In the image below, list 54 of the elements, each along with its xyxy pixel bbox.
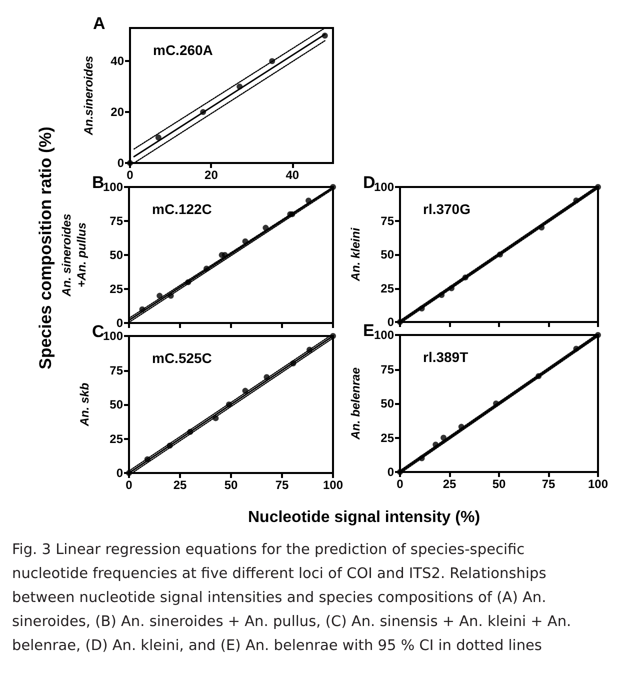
x-tick-label: 50	[224, 478, 238, 492]
text: rl.370G	[423, 201, 471, 217]
chart-title: A	[93, 14, 106, 33]
y-tick-label: 100	[374, 180, 394, 194]
y-tick-label: 25	[380, 430, 394, 445]
y-axis-title: An.sineroides	[82, 56, 96, 136]
chart-title: D	[363, 173, 376, 192]
x-tick-label: 20	[204, 168, 218, 182]
text: mC.122C	[152, 201, 212, 217]
x-tick-label: 50	[492, 477, 506, 491]
y-tick-label: 75	[380, 214, 394, 228]
y-axis-title: An. skb	[78, 382, 92, 428]
y-tick-label: 40	[110, 54, 124, 68]
x-tick-label: 25	[173, 478, 187, 492]
y-tick-label: 0	[116, 466, 124, 480]
y-tick-label: 0	[387, 465, 394, 479]
y-tick-label: 20	[110, 105, 124, 120]
x-tick-label: 0	[126, 168, 134, 182]
y-tick-label: 0	[387, 315, 394, 329]
text: Nucleotide signal intensity (%)	[248, 509, 480, 527]
x-tick-label: 100	[322, 478, 344, 492]
text: mC.260A	[153, 42, 213, 58]
text: Species composition ratio (%)	[36, 126, 56, 370]
y-tick-label: 0	[117, 156, 124, 170]
text: mC.525C	[152, 350, 212, 366]
y-tick-label: 50	[380, 248, 394, 262]
y-tick-label: 75	[380, 362, 394, 376]
y-tick-label: 75	[110, 214, 124, 228]
x-tick-label: 75	[542, 477, 556, 491]
text: rl.389T	[423, 349, 469, 365]
chart-title: B	[92, 173, 104, 192]
y-tick-label: 25	[110, 432, 124, 446]
y-axis-title: An. belenrae	[348, 367, 363, 441]
x-tick-label: 40	[286, 168, 300, 182]
y-tick-label: 50	[110, 398, 124, 412]
caption: Fig. 3 Linear regression equations for the prediction of species-specific nucleotide frequencies at five different loci of COI and ITS2. Relationships between nucleotide signal intensities and species compositions of (A) An. sineroides, (B) An. sineroides + An. pullus, (C) An. sinensis + An. kleini + An. belenrae, (D) An. kleini, and (E) An. belenrae with 95 % CI in dotted lines	[12, 541, 572, 656]
y-tick-label: 50	[110, 248, 124, 262]
x-tick-label: 75	[275, 478, 289, 492]
chart-title: E	[363, 321, 374, 340]
x-tick-label: 100	[588, 477, 608, 491]
y-axis-title: An. kleini	[348, 227, 363, 282]
y-tick-label: 75	[110, 363, 124, 378]
y-tick-label: 25	[110, 282, 124, 296]
y-axis-title: An. sineroides +An. pullus	[60, 213, 88, 298]
x-tick-label: 25	[442, 477, 456, 491]
y-tick-label: 100	[102, 329, 124, 343]
y-tick-label: 100	[374, 328, 394, 342]
chart-title: C	[92, 322, 104, 341]
y-tick-label: 0	[116, 316, 124, 330]
y-tick-label: 50	[380, 396, 394, 410]
x-tick-label: 0	[126, 478, 133, 492]
x-tick-label: 0	[396, 477, 404, 491]
y-tick-label: 100	[102, 180, 124, 194]
y-tick-label: 25	[380, 281, 394, 296]
